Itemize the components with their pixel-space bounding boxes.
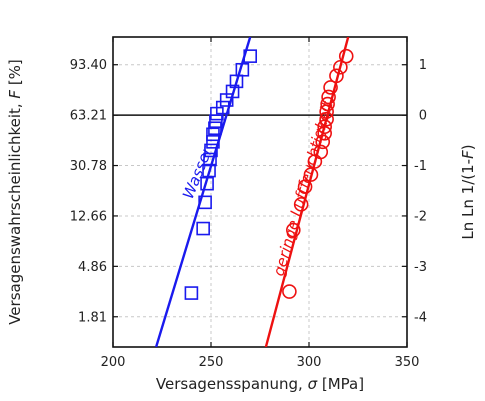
left-tick-label: 12.66	[70, 209, 107, 224]
plot-frame	[112, 36, 408, 348]
data-point-square	[202, 163, 216, 178]
data-point-circle	[320, 96, 335, 112]
right-tick-label: -3	[414, 260, 427, 275]
x-tick-label: 200	[101, 355, 126, 370]
right-axis-title: Ln Ln 1/(1-F)	[459, 144, 477, 239]
data-point-circle	[286, 222, 301, 238]
x-tick-label: 300	[297, 355, 322, 370]
data-point-circle	[317, 125, 332, 141]
data-point-square	[200, 176, 214, 191]
data-point-circle	[315, 134, 331, 150]
right-tick-label: 1	[419, 58, 427, 73]
data-point-square	[206, 135, 220, 149]
data-point-circle	[319, 111, 334, 127]
left-tick-label: 93.40	[70, 58, 107, 73]
right-tick-label: -4	[414, 310, 427, 325]
right-tick-label: -2	[414, 209, 427, 224]
data-point-circle	[338, 48, 354, 64]
right-tick-label: -1	[414, 159, 427, 174]
data-point-square	[209, 114, 223, 128]
axes-ticks: 200 250 300 350 93.40 63.21 30.78 12.66 4.86 1.81…	[70, 37, 427, 370]
data-point-circle	[282, 284, 297, 299]
x-axis-title: Versagensspanung, σ [MPa]	[156, 375, 364, 393]
data-point-circle	[333, 59, 348, 75]
x-tick-label: 250	[199, 355, 224, 370]
data-point-square	[203, 152, 217, 167]
series-label-geringe-luftfeuchtigkeit: geringe Luftfeuchtigkeit	[270, 99, 337, 278]
data-point-circle	[293, 197, 309, 212]
data-point-square	[215, 100, 230, 115]
data-point-square	[235, 62, 250, 77]
data-point-square	[184, 286, 199, 300]
data-point-square	[196, 221, 210, 236]
data-point-square	[225, 84, 240, 99]
data-point-circle	[321, 89, 336, 105]
series-label-wasser: Wasser	[179, 144, 216, 202]
data-point-circle	[297, 179, 313, 195]
left-tick-label: 63.21	[70, 109, 107, 124]
data-point-circle	[329, 68, 344, 84]
left-tick-label: 4.86	[78, 260, 107, 275]
data-point-square	[208, 121, 222, 136]
data-point-circle	[317, 119, 332, 135]
data-point-square	[204, 143, 218, 158]
data-point-square	[198, 195, 212, 210]
left-tick-label: 1.81	[78, 310, 107, 325]
data-point-square	[243, 49, 257, 63]
left-axis-title: Versagenswahrscheinlichkeit, F [%]	[6, 59, 24, 325]
grid	[113, 37, 407, 347]
data-point-circle	[319, 104, 334, 119]
left-tick-label: 30.78	[70, 159, 107, 174]
x-tick-label: 350	[395, 355, 420, 370]
fit-line-wasser	[154, 37, 252, 347]
data-point-circle	[303, 167, 319, 182]
data-point-circle	[313, 144, 329, 160]
right-tick-label: 0	[419, 109, 427, 124]
fit-line-luft	[264, 37, 350, 347]
data-point-circle	[323, 80, 338, 95]
plot-body	[113, 37, 407, 347]
